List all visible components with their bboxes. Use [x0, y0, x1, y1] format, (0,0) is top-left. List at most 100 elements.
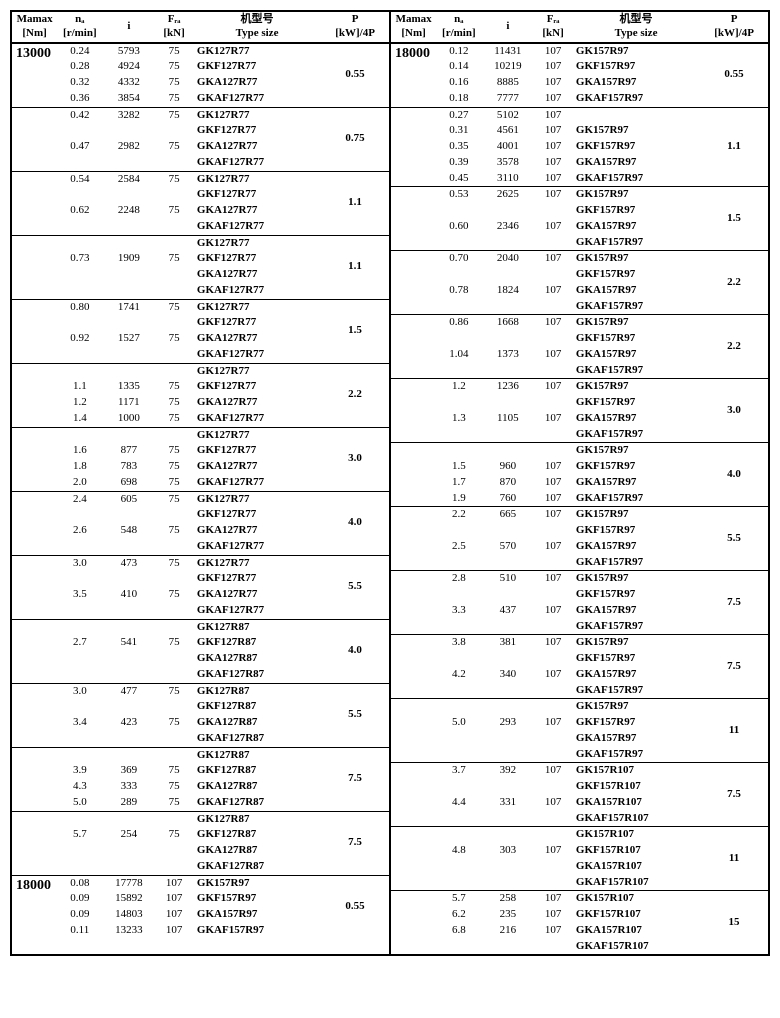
i-cell	[481, 683, 534, 699]
na-cell	[436, 555, 481, 571]
table-row: 3.7392107GK157R1077.5	[391, 763, 768, 779]
type-cell: GKF127R77	[193, 507, 321, 523]
type-cell: GKA127R77	[193, 395, 321, 411]
i-cell: 665	[481, 507, 534, 523]
na-cell: 2.5	[436, 539, 481, 555]
table-row: GK127R877.5	[12, 811, 389, 827]
na-cell	[57, 267, 102, 283]
hdr-i: i	[481, 12, 534, 43]
i-cell: 3854	[102, 91, 155, 107]
na-cell	[57, 843, 102, 859]
hdr-na: nₐ[r/min]	[57, 12, 102, 43]
mamax-cell	[391, 107, 436, 187]
fra-cell: 107	[534, 795, 572, 811]
table-row: 3.047375GK127R775.5	[12, 555, 389, 571]
i-cell: 510	[481, 571, 534, 587]
fra-cell: 107	[534, 667, 572, 683]
i-cell	[481, 427, 534, 443]
mamax-cell: 13000	[12, 43, 57, 108]
type-cell: GK157R97	[572, 123, 700, 139]
na-cell: 0.14	[436, 59, 481, 75]
fra-cell: 107	[534, 171, 572, 187]
na-cell: 5.7	[57, 827, 102, 843]
i-cell: 340	[481, 667, 534, 683]
fra-cell: 75	[155, 827, 193, 843]
hdr-p: P[kW]/4P	[700, 12, 768, 43]
mamax-cell	[391, 891, 436, 955]
i-cell: 293	[481, 715, 534, 731]
type-cell: GKAF157R97	[572, 491, 700, 507]
mamax-cell	[391, 827, 436, 891]
mamax-cell	[12, 683, 57, 747]
page-frame: Mamax[Nm] nₐ[r/min] i Fᵣₐ[kN] 机型号Type si…	[10, 10, 770, 956]
table-row: 0.702040107GK157R972.2	[391, 251, 768, 267]
fra-cell: 75	[155, 59, 193, 75]
mamax-cell	[12, 619, 57, 683]
type-cell: GKAF127R87	[193, 859, 321, 875]
i-cell: 877	[102, 443, 155, 459]
i-cell	[481, 875, 534, 891]
fra-cell	[534, 299, 572, 315]
na-cell: 2.4	[57, 491, 102, 507]
fra-cell: 75	[155, 555, 193, 571]
fra-cell: 75	[155, 75, 193, 91]
i-cell	[481, 587, 534, 603]
hdr-fra: Fᵣₐ[kN]	[155, 12, 193, 43]
i-cell	[102, 843, 155, 859]
fra-cell	[155, 603, 193, 619]
type-cell: GKA157R97	[572, 475, 700, 491]
i-cell: 2982	[102, 139, 155, 155]
fra-cell	[534, 203, 572, 219]
fra-cell	[155, 267, 193, 283]
i-cell: 760	[481, 491, 534, 507]
i-cell	[481, 939, 534, 955]
fra-cell: 75	[155, 91, 193, 107]
i-cell	[102, 811, 155, 827]
fra-cell	[155, 363, 193, 379]
type-cell: GKF157R97	[572, 459, 700, 475]
fra-cell	[155, 315, 193, 331]
na-cell: 1.8	[57, 459, 102, 475]
i-cell: 4332	[102, 75, 155, 91]
na-cell	[436, 363, 481, 379]
fra-cell: 75	[155, 475, 193, 491]
na-cell	[57, 283, 102, 299]
type-cell: GKAF157R97	[572, 683, 700, 699]
na-cell	[436, 699, 481, 715]
na-cell	[436, 747, 481, 763]
na-cell	[57, 619, 102, 635]
fra-cell: 107	[534, 43, 572, 60]
i-cell: 548	[102, 523, 155, 539]
p-cell: 0.55	[321, 43, 389, 108]
table-row: GK127R773.0	[12, 427, 389, 443]
table-row: 3.047775GK127R875.5	[12, 683, 389, 699]
type-cell: GKA157R107	[572, 795, 700, 811]
fra-cell	[534, 427, 572, 443]
na-cell: 0.39	[436, 155, 481, 171]
fra-cell: 75	[155, 443, 193, 459]
na-cell	[57, 747, 102, 763]
type-cell: GKAF127R77	[193, 283, 321, 299]
i-cell: 216	[481, 923, 534, 939]
type-cell: GK157R97	[572, 251, 700, 267]
i-cell	[481, 235, 534, 251]
na-cell: 0.09	[57, 891, 102, 907]
i-cell: 17778	[102, 875, 155, 891]
fra-cell: 75	[155, 411, 193, 427]
fra-cell	[534, 827, 572, 843]
mamax-cell	[391, 635, 436, 699]
table-row: 2.460575GK127R774.0	[12, 491, 389, 507]
i-cell	[481, 699, 534, 715]
fra-cell	[155, 219, 193, 235]
type-cell: GKA127R77	[193, 75, 321, 91]
type-cell: GKA157R97	[572, 603, 700, 619]
table-row: GK127R771.1	[12, 235, 389, 251]
fra-cell	[155, 507, 193, 523]
na-cell: 5.7	[436, 891, 481, 907]
p-cell: 0.75	[321, 107, 389, 171]
i-cell: 15892	[102, 891, 155, 907]
p-cell: 11	[700, 699, 768, 763]
i-cell	[102, 315, 155, 331]
table-row: 180000.1211431107GK157R970.55	[391, 43, 768, 60]
type-cell: GKA127R77	[193, 203, 321, 219]
